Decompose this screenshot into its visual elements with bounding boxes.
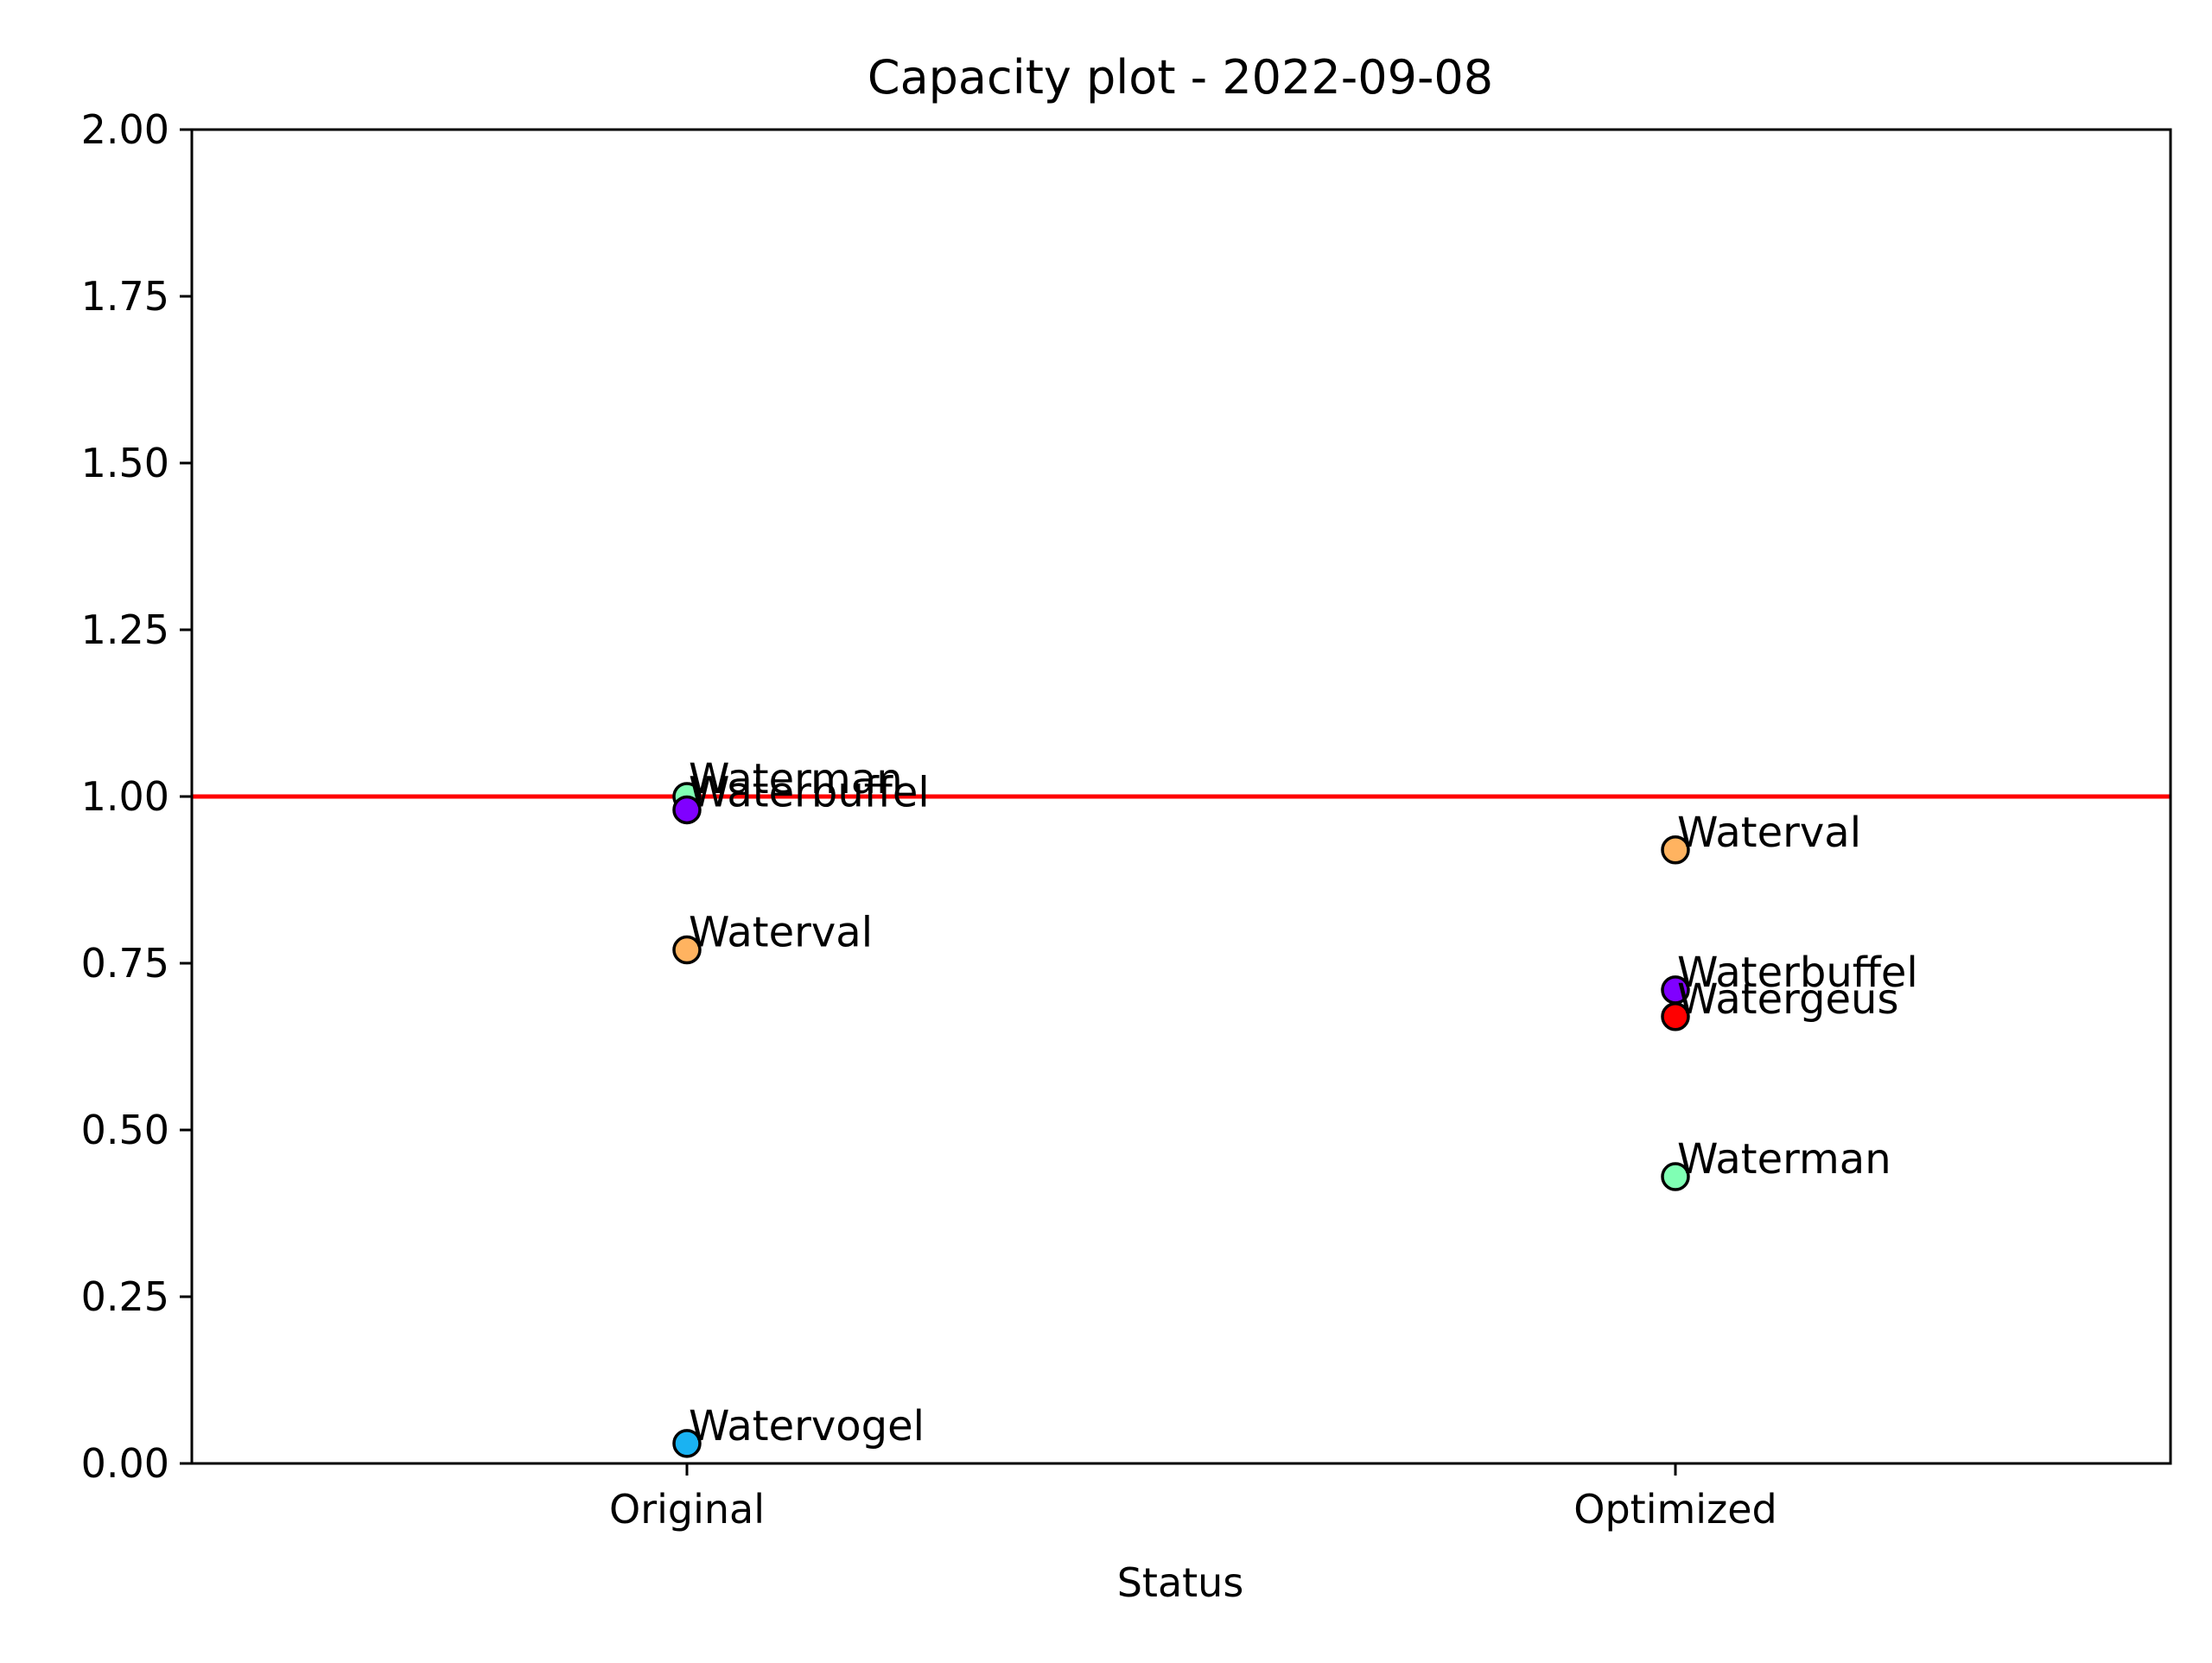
x-tick-label: Optimized — [1573, 1486, 1777, 1533]
y-tick-label: 0.50 — [81, 1107, 169, 1153]
y-tick-label: 2.00 — [81, 106, 169, 153]
axes-frame — [190, 128, 2172, 1465]
y-tick-label: 1.00 — [81, 773, 169, 820]
y-tick-label: 1.50 — [81, 440, 169, 486]
data-point — [672, 935, 702, 965]
point-label: Watergeus — [1677, 975, 1898, 1024]
point-label: Waterman — [1677, 1135, 1891, 1184]
y-tick-label: 0.25 — [81, 1273, 169, 1320]
data-point — [672, 795, 702, 825]
point-label: Waterbuffel — [689, 768, 930, 816]
data-point — [1661, 835, 1690, 865]
y-tick-label: 0.00 — [81, 1440, 169, 1487]
point-label: Watervogel — [689, 1402, 925, 1450]
y-tick-label: 1.75 — [81, 273, 169, 320]
x-tick-label: Original — [609, 1486, 765, 1533]
y-tick-label: 0.75 — [81, 940, 169, 987]
chart-title: Capacity plot - 2022-09-08 — [868, 50, 1493, 105]
data-point — [1661, 1162, 1690, 1191]
y-tick-label: 1.25 — [81, 606, 169, 653]
point-label: Waterval — [1677, 809, 1861, 857]
point-label: Waterman — [689, 755, 903, 803]
point-label: Waterval — [689, 909, 873, 957]
point-label: Waterbuffel — [1677, 949, 1918, 997]
plot-area: 0.00 0.25 0.50 0.75 1.00 1.25 1.50 1.75 2.00 Orig… — [81, 106, 2172, 1533]
x-axis-label: Status — [1117, 1559, 1244, 1606]
data-point — [672, 1429, 702, 1458]
data-point — [1661, 1002, 1690, 1031]
